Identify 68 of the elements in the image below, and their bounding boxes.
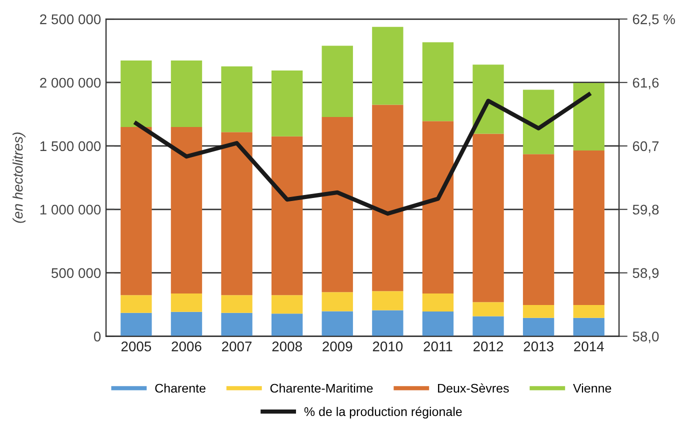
bar xyxy=(221,295,252,313)
y2-tick-label: 60,7 xyxy=(632,141,659,153)
bar xyxy=(472,316,504,336)
bar xyxy=(573,304,604,318)
x-tick-label: 2012 xyxy=(474,342,504,352)
bar xyxy=(120,312,152,336)
bar xyxy=(322,117,353,292)
bar xyxy=(170,60,202,128)
bar xyxy=(271,314,303,336)
bar xyxy=(221,312,252,336)
bar xyxy=(522,304,554,318)
y2-tick-label: 59,8 xyxy=(632,204,659,216)
x-tick-label: 2008 xyxy=(272,342,302,352)
bar xyxy=(472,302,504,316)
y2-tick-label: 61,6 xyxy=(632,78,659,90)
bar xyxy=(522,90,554,154)
x-tick-label: 2009 xyxy=(322,342,352,352)
y2-tick-label: 58,9 xyxy=(632,268,659,280)
y-tick-label: 0 xyxy=(94,332,101,342)
bar xyxy=(573,150,604,305)
legend-label: Charente xyxy=(155,383,206,393)
y-tick-label: 500 000 xyxy=(52,268,101,278)
bar xyxy=(522,318,554,336)
bar xyxy=(170,294,202,312)
x-tick-label: 2014 xyxy=(574,342,604,352)
bar xyxy=(322,46,353,117)
legend-label: % de la production régionale xyxy=(304,406,462,419)
bar xyxy=(120,295,152,313)
y2-tick-label: 62,5 % xyxy=(632,14,675,26)
bar xyxy=(472,134,504,302)
y-tick-label: 2 500 000 xyxy=(40,14,101,24)
bar xyxy=(221,132,252,296)
y-axis-title: (en hectolitres) xyxy=(12,132,26,223)
legend-label: Charente-Maritime xyxy=(270,383,373,393)
bar xyxy=(573,318,604,336)
y2-tick-label: 58,0 xyxy=(632,332,659,344)
bar xyxy=(271,136,303,296)
x-tick-label: 2006 xyxy=(172,342,202,352)
bar xyxy=(522,154,554,305)
bar xyxy=(372,291,404,310)
bar xyxy=(271,295,303,314)
bar xyxy=(372,26,404,105)
x-tick-label: 2007 xyxy=(222,342,252,352)
bar xyxy=(573,82,604,151)
line-series xyxy=(134,92,591,216)
bar xyxy=(422,294,454,312)
bar xyxy=(372,310,404,336)
bar xyxy=(120,127,152,296)
x-tick-label: 2005 xyxy=(121,342,152,352)
y-tick-label: 2 000 000 xyxy=(40,78,101,88)
bar xyxy=(120,60,152,128)
bar xyxy=(322,311,353,336)
bar xyxy=(422,312,454,336)
x-tick-label: 2010 xyxy=(372,342,403,352)
legend-label: Vienne xyxy=(573,383,612,393)
bar xyxy=(170,312,202,336)
y-tick-label: 1 500 000 xyxy=(40,141,101,152)
legend-label: Deux-Sèvres xyxy=(438,383,509,393)
x-tick-label: 2013 xyxy=(524,342,554,352)
bar xyxy=(322,292,353,312)
bar xyxy=(372,104,404,292)
bar xyxy=(422,42,454,122)
bar xyxy=(422,121,454,294)
bar xyxy=(221,66,252,132)
x-tick-label: 2011 xyxy=(424,342,452,352)
bar xyxy=(271,70,303,136)
bar xyxy=(170,127,202,294)
y-tick-label: 1 000 000 xyxy=(40,204,101,215)
